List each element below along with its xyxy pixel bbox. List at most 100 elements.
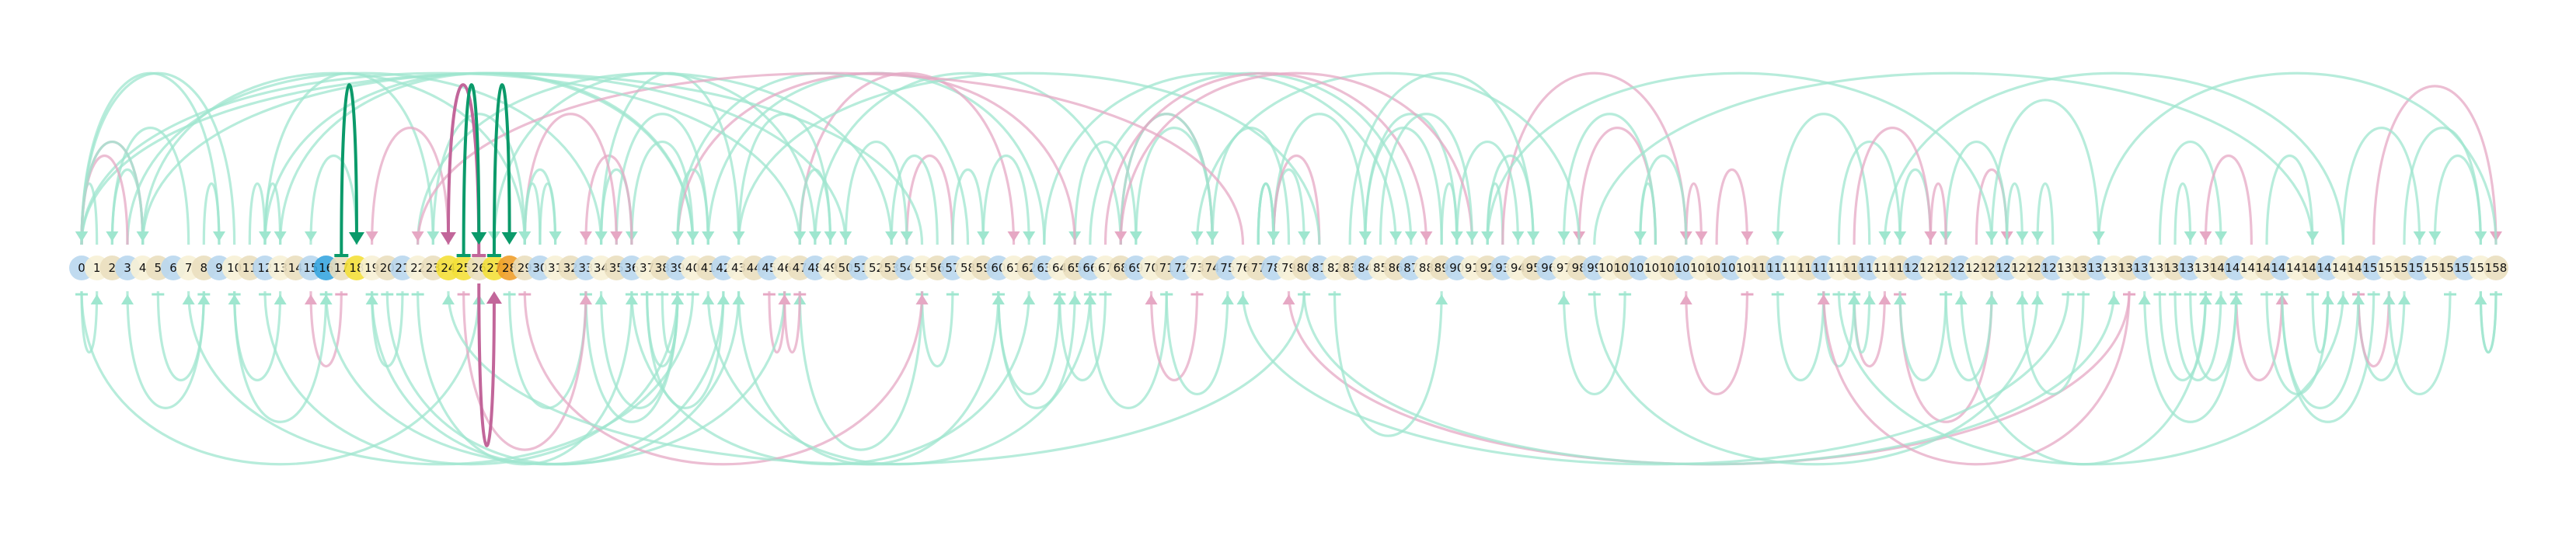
dependency-arc <box>905 154 954 245</box>
dependency-arc <box>80 290 480 466</box>
dependency-arc <box>920 290 954 368</box>
dependency-arc <box>431 113 526 245</box>
dependency-arc <box>2158 290 2207 382</box>
dependency-arc <box>1990 99 2100 245</box>
dependency-arc <box>1073 141 1138 245</box>
arc-arrowhead <box>1236 294 1250 304</box>
dependency-arc <box>80 290 99 354</box>
dependency-arc <box>1929 182 1947 245</box>
node-label: 0 <box>78 261 85 275</box>
dependency-arc <box>1853 127 1933 245</box>
arc-arrowhead <box>839 231 852 242</box>
node-sequence: 0 1 2 3 4 5 6 7 8 9 10 11 12 13 14 15 16 17 18 19 20 21 22 23 24… <box>69 256 2508 280</box>
dependency-arc <box>1348 71 1535 245</box>
dependency-arc <box>80 71 221 245</box>
arc-arrowhead <box>258 231 271 242</box>
arc-arrowhead <box>808 231 821 242</box>
dependency-arc <box>1685 290 1749 395</box>
dependency-arc <box>2235 290 2284 382</box>
arc-arrowhead <box>1466 231 1479 242</box>
dependency-arc <box>798 290 924 451</box>
dependency-arc <box>126 71 603 245</box>
dependency-arc <box>2204 154 2253 245</box>
arc-arrowhead <box>1007 231 1020 242</box>
arc-arrowhead <box>2184 231 2197 242</box>
dependency-arc <box>2357 290 2390 368</box>
arc-arrowhead <box>2199 231 2212 242</box>
dependency-arc <box>1379 113 1474 245</box>
dependency-arc <box>1898 290 1947 382</box>
arc-arrowhead <box>671 294 684 304</box>
arc-arrowhead <box>2383 294 2396 304</box>
arc-arrowhead <box>1389 231 1403 242</box>
dependency-arc <box>2036 182 2055 245</box>
dependency-arc <box>2158 141 2222 245</box>
arc-arrowhead <box>2474 231 2487 242</box>
dependency-arc <box>997 290 1061 395</box>
arc-arrowhead <box>1145 294 1158 304</box>
dependency-arc <box>2006 182 2024 245</box>
node-label: 9 <box>215 261 223 275</box>
dependency-arc <box>1058 290 1107 382</box>
arc-arrowhead <box>2092 231 2105 242</box>
dependency-arc <box>1639 182 1657 245</box>
arc-arrowhead <box>1023 231 1036 242</box>
arc-arrowhead <box>610 231 623 242</box>
arc-arrowhead <box>274 294 287 304</box>
arc-arrowhead <box>2016 231 2029 242</box>
dependency-arc <box>737 71 1321 245</box>
dependency-arc <box>2479 290 2498 354</box>
dependency-arc <box>187 290 695 466</box>
arc-arrowhead <box>1878 231 1891 242</box>
dependency-arc <box>233 290 328 423</box>
dependency-arc <box>309 290 343 368</box>
dependency-arc <box>141 71 847 245</box>
arc-arrowhead <box>549 231 562 242</box>
dependency-arc <box>2387 290 2452 395</box>
dependency-arc <box>141 71 526 245</box>
dependency-arc <box>1501 71 1688 245</box>
arc-arrowhead <box>1527 231 1540 242</box>
arc-arrowhead <box>885 231 898 242</box>
arc-arrowhead <box>732 294 745 304</box>
arc-arrowhead <box>1817 294 1830 304</box>
background-arcs <box>75 71 2502 466</box>
arc-arrowhead <box>1679 294 1692 304</box>
dependency-arc <box>309 154 358 245</box>
dependency-arc <box>417 71 893 245</box>
arc-arrowhead <box>2215 294 2228 304</box>
arc-arrowhead <box>1771 231 1784 242</box>
dependency-arc <box>783 290 801 354</box>
highlighted-arrowhead <box>348 232 364 245</box>
dependency-arc <box>371 127 450 245</box>
arc-arrowhead <box>1985 294 1999 304</box>
dependency-arc <box>263 290 679 466</box>
arc-arrowhead <box>1954 294 1968 304</box>
node-marker <box>2484 256 2508 280</box>
dependency-arc <box>1822 290 2131 466</box>
arc-arrowhead <box>579 231 592 242</box>
dependency-arc <box>2173 290 2222 382</box>
arc-arrowhead <box>120 294 134 304</box>
arc-arrowhead <box>915 294 929 304</box>
dependency-arc <box>981 154 1030 245</box>
arc-arrowhead <box>594 294 608 304</box>
arc-arrowhead <box>686 231 699 242</box>
arc-arrowhead <box>1068 294 1082 304</box>
node-label: 7 <box>185 261 193 275</box>
node-label: 8 <box>200 261 208 275</box>
dependency-arc <box>1287 290 2131 466</box>
dependency-arc <box>584 290 679 423</box>
arc-arrowhead <box>1557 231 1570 242</box>
arc-arrowhead <box>441 294 455 304</box>
dependency-arc <box>1257 182 1275 245</box>
arc-arrowhead <box>2306 231 2320 242</box>
dependency-arc <box>1944 141 2009 245</box>
highlighted-arrowhead <box>501 232 518 245</box>
dependency-arc <box>1593 71 2314 245</box>
dependency-arc <box>523 113 618 245</box>
arc-arrowhead <box>2398 294 2411 304</box>
dependency-arc <box>1562 113 1657 245</box>
arc-arrowhead <box>778 294 791 304</box>
